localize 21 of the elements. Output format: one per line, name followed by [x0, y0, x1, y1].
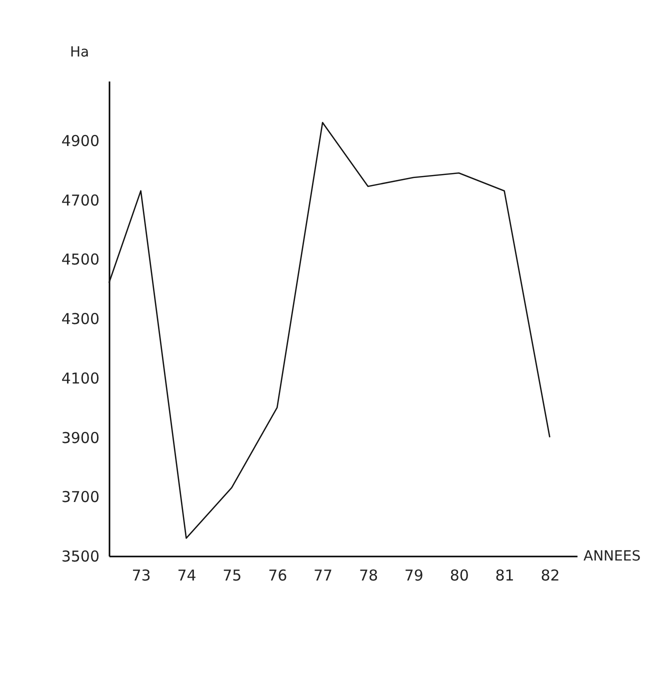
y-tick-label: 3500 — [61, 548, 100, 566]
x-tick-label: 77 — [314, 566, 333, 584]
y-axis-title: Ha — [70, 44, 90, 60]
x-tick-label: 74 — [177, 566, 196, 584]
y-tick-label: 4300 — [61, 310, 100, 328]
y-tick-label: 3900 — [61, 428, 100, 447]
x-tick-label: 80 — [450, 566, 469, 584]
x-tick-label: 75 — [222, 566, 242, 584]
x-tick-label: 81 — [495, 566, 514, 584]
x-axis-title: ANNEES — [584, 548, 641, 564]
y-tick-label: 4100 — [61, 369, 100, 388]
x-tick-label: 79 — [404, 566, 424, 584]
x-tick-label: 78 — [358, 566, 378, 584]
y-tick-label: 3700 — [61, 488, 100, 506]
x-tick-label: 76 — [268, 566, 288, 584]
y-tick-label: 4700 — [61, 191, 100, 210]
x-tick-label: 73 — [132, 566, 151, 584]
x-tick-label: 82 — [540, 566, 560, 584]
line-series — [108, 122, 550, 539]
y-tick-label: 4900 — [61, 132, 100, 150]
y-tick-label: 4500 — [61, 250, 100, 269]
